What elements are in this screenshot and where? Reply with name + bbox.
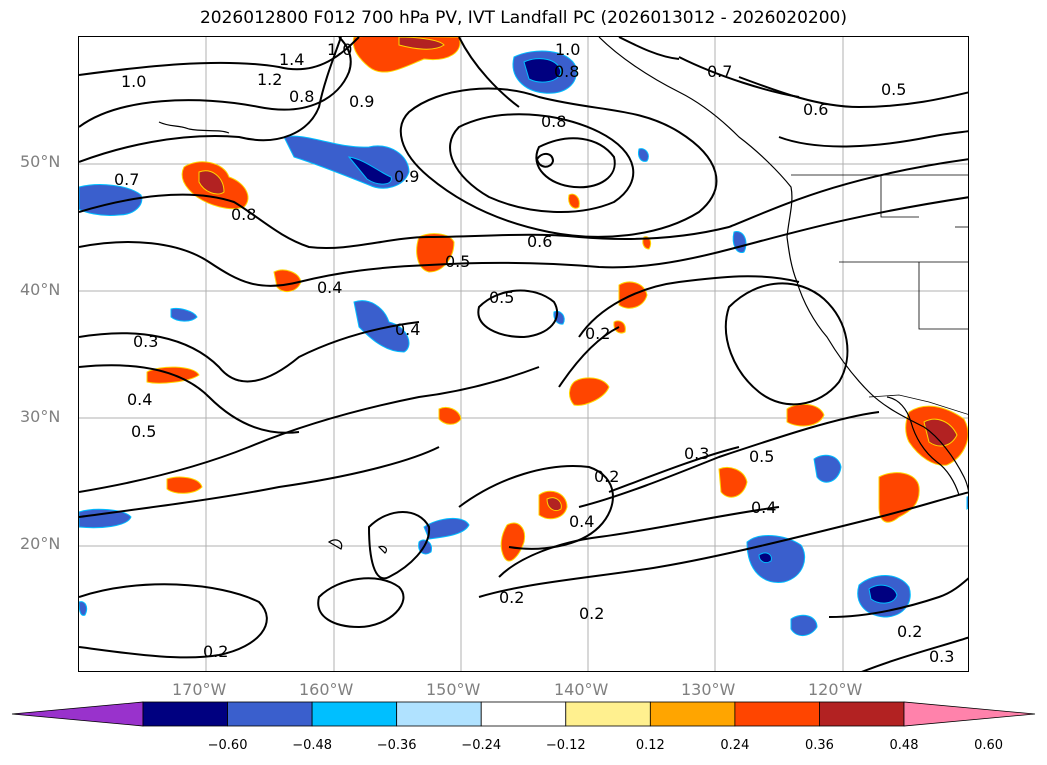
contour-label: 0.2 bbox=[585, 324, 610, 343]
contour-label: 0.4 bbox=[395, 320, 420, 339]
contour-label: 0.8 bbox=[231, 205, 256, 224]
colorbar-tick-label: 0.36 bbox=[804, 738, 834, 753]
contour-label: 0.6 bbox=[803, 100, 828, 119]
contour-label: 0.9 bbox=[349, 92, 374, 111]
contour-label: 0.5 bbox=[489, 288, 514, 307]
contour-label: 0.5 bbox=[881, 80, 906, 99]
colorbar-swatch bbox=[396, 701, 482, 727]
colorbar-tick-label: 0.48 bbox=[889, 738, 919, 753]
colorbar-tick-label: −0.24 bbox=[461, 738, 502, 753]
contour-label: 0.4 bbox=[751, 498, 776, 517]
contour-label: 0.4 bbox=[317, 278, 342, 297]
colorbar-swatch bbox=[649, 701, 736, 727]
lon-label: 150°W bbox=[426, 680, 481, 699]
contour-label: 1.2 bbox=[257, 70, 282, 89]
contour-label: 0.2 bbox=[203, 642, 228, 661]
colorbar-tick-label: −0.48 bbox=[292, 738, 333, 753]
contour-label: 0.7 bbox=[114, 170, 139, 189]
lat-label: 30°N bbox=[20, 407, 61, 426]
contour-label: 0.9 bbox=[394, 167, 419, 186]
contour-label: 0.8 bbox=[554, 62, 579, 81]
contour-label: 0.3 bbox=[684, 444, 709, 463]
lon-label: 140°W bbox=[554, 680, 609, 699]
contour-label: 0.4 bbox=[127, 390, 152, 409]
contour-label: 0.3 bbox=[929, 647, 954, 666]
contour-label: 0.3 bbox=[133, 332, 158, 351]
colorbar-swatch bbox=[227, 701, 313, 727]
map-canvas: 1.0 1.2 1.4 0.8 0.9 1.0 1.0 0.8 0.7 0.6 … bbox=[79, 37, 968, 671]
colorbar-extend-min bbox=[11, 701, 144, 727]
lon-label: 130°W bbox=[681, 680, 736, 699]
contour-label: 0.8 bbox=[289, 87, 314, 106]
contour-label: 0.2 bbox=[897, 622, 922, 641]
colorbar-tick-label: 0.24 bbox=[720, 738, 750, 753]
contour-label: 1.4 bbox=[279, 50, 304, 69]
colorbar-swatch bbox=[734, 701, 820, 727]
colorbar-tick-label: 0.60 bbox=[974, 738, 1004, 753]
pv-contours bbox=[79, 37, 968, 671]
colorbar-swatch bbox=[311, 701, 398, 727]
contour-label: 0.5 bbox=[749, 447, 774, 466]
contour-label: 0.4 bbox=[569, 512, 594, 531]
contour-label: 0.2 bbox=[499, 588, 524, 607]
contour-label: 0.5 bbox=[131, 422, 156, 441]
colorbar-swatch bbox=[142, 701, 228, 727]
map-panel: 1.0 1.2 1.4 0.8 0.9 1.0 1.0 0.8 0.7 0.6 … bbox=[78, 36, 969, 672]
map-title: 2026012800 F012 700 hPa PV, IVT Landfall… bbox=[199, 8, 847, 28]
contour-label: 0.8 bbox=[541, 112, 566, 131]
colorbar-tick-label: −0.12 bbox=[545, 738, 586, 753]
lat-label: 40°N bbox=[20, 280, 61, 299]
colorbar-extend-max bbox=[903, 701, 1036, 727]
contour-label: 1.0 bbox=[327, 40, 352, 59]
contour-label-layer: 1.0 1.2 1.4 0.8 0.9 1.0 1.0 0.8 0.7 0.6 … bbox=[114, 40, 954, 666]
contour-label: 0.2 bbox=[579, 604, 604, 623]
lon-label: 160°W bbox=[299, 680, 354, 699]
colorbar-tick-label: 0.12 bbox=[635, 738, 665, 753]
lon-label: 120°W bbox=[808, 680, 863, 699]
graticule bbox=[79, 37, 968, 671]
lat-label: 20°N bbox=[20, 534, 61, 553]
colorbar-tick-label: −0.60 bbox=[207, 738, 248, 753]
contour-label: 0.5 bbox=[445, 252, 470, 271]
colorbar bbox=[11, 701, 1036, 727]
contour-label: 0.7 bbox=[707, 62, 732, 81]
colorbar-tick-label: −0.36 bbox=[376, 738, 417, 753]
colorbar-swatch bbox=[819, 701, 905, 727]
colorbar-swatch bbox=[565, 701, 651, 727]
contour-label: 1.0 bbox=[121, 72, 146, 91]
contour-label: 0.2 bbox=[594, 467, 619, 486]
contour-label: 0.6 bbox=[527, 232, 552, 251]
lat-label: 50°N bbox=[20, 152, 61, 171]
lon-label: 170°W bbox=[172, 680, 227, 699]
contour-label: 1.0 bbox=[555, 40, 580, 59]
colorbar-swatch bbox=[480, 701, 567, 727]
